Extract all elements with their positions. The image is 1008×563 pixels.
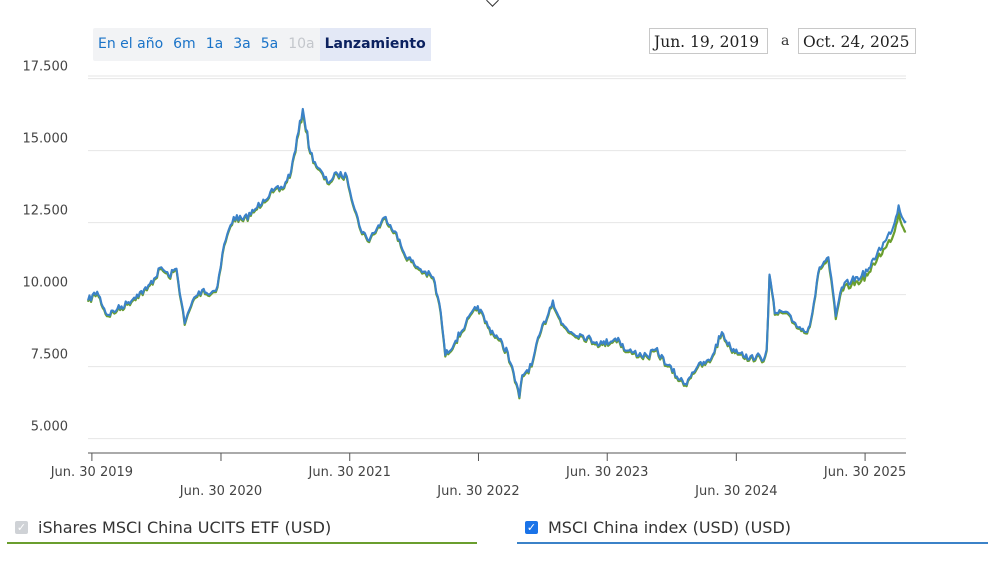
range-btn-6m[interactable]: 6m (173, 36, 196, 52)
checkbox-checked-icon[interactable]: ✓ (15, 520, 28, 534)
x-tick-label: Jun. 30 2019 (50, 465, 133, 480)
range-selector: En el año 6m 1a 3a 5a 10a Lanzamiento (93, 28, 431, 61)
x-tick-label: Jun. 30 2024 (694, 484, 777, 499)
range-btn-inception[interactable]: Lanzamiento (319, 28, 431, 61)
y-tick-label: 17.500 (23, 60, 69, 75)
x-tick-label: Jun. 30 2020 (179, 484, 262, 499)
date-range-separator: a (781, 33, 790, 49)
grid: 5.000 7.500 10.000 12.500 15.000 17.500 (23, 60, 906, 440)
legend-item-index[interactable]: ✓ MSCI China index (USD) (USD) (517, 510, 988, 544)
series-line-index[interactable] (86, 107, 907, 398)
series[interactable] (86, 107, 907, 400)
x-axis: Jun. 30 2019 Jun. 30 2020 Jun. 30 2021 Jun.… (50, 452, 906, 499)
legend-label-etf: iShares MSCI China UCITS ETF (USD) (38, 517, 332, 537)
range-btn-5y[interactable]: 5a (260, 36, 279, 52)
y-tick-label: 12.500 (23, 204, 69, 219)
x-tick-label: Jun. 30 2021 (308, 465, 391, 480)
date-to-input[interactable]: Oct. 24, 2025 (798, 28, 916, 54)
range-btn-3y[interactable]: 3a (233, 36, 251, 52)
legend-underline-etf (7, 542, 477, 544)
x-tick-label: Jun. 30 2023 (565, 465, 648, 480)
series-line-etf[interactable] (86, 110, 907, 400)
checkbox-checked-icon[interactable]: ✓ (525, 520, 538, 534)
legend-label-index: MSCI China index (USD) (USD) (548, 517, 792, 537)
x-tick-label: Jun. 30 2022 (436, 484, 519, 499)
date-from-input[interactable]: Jun. 19, 2019 (649, 28, 768, 54)
legend-underline-index (517, 542, 988, 544)
y-tick-label: 5.000 (31, 420, 68, 435)
y-tick-label: 10.000 (23, 276, 69, 291)
range-btn-ytd[interactable]: En el año (98, 36, 164, 52)
legend-item-etf[interactable]: ✓ iShares MSCI China UCITS ETF (USD) (7, 510, 477, 544)
y-tick-label: 15.000 (23, 132, 69, 147)
range-btn-1y[interactable]: 1a (205, 36, 224, 52)
line-chart[interactable]: 5.000 7.500 10.000 12.500 15.000 17.500 Jun. … (0, 0, 1008, 505)
y-tick-label: 7.500 (31, 348, 68, 363)
range-btn-10y: 10a (288, 36, 315, 52)
x-tick-label: Jun. 30 2025 (823, 465, 906, 480)
